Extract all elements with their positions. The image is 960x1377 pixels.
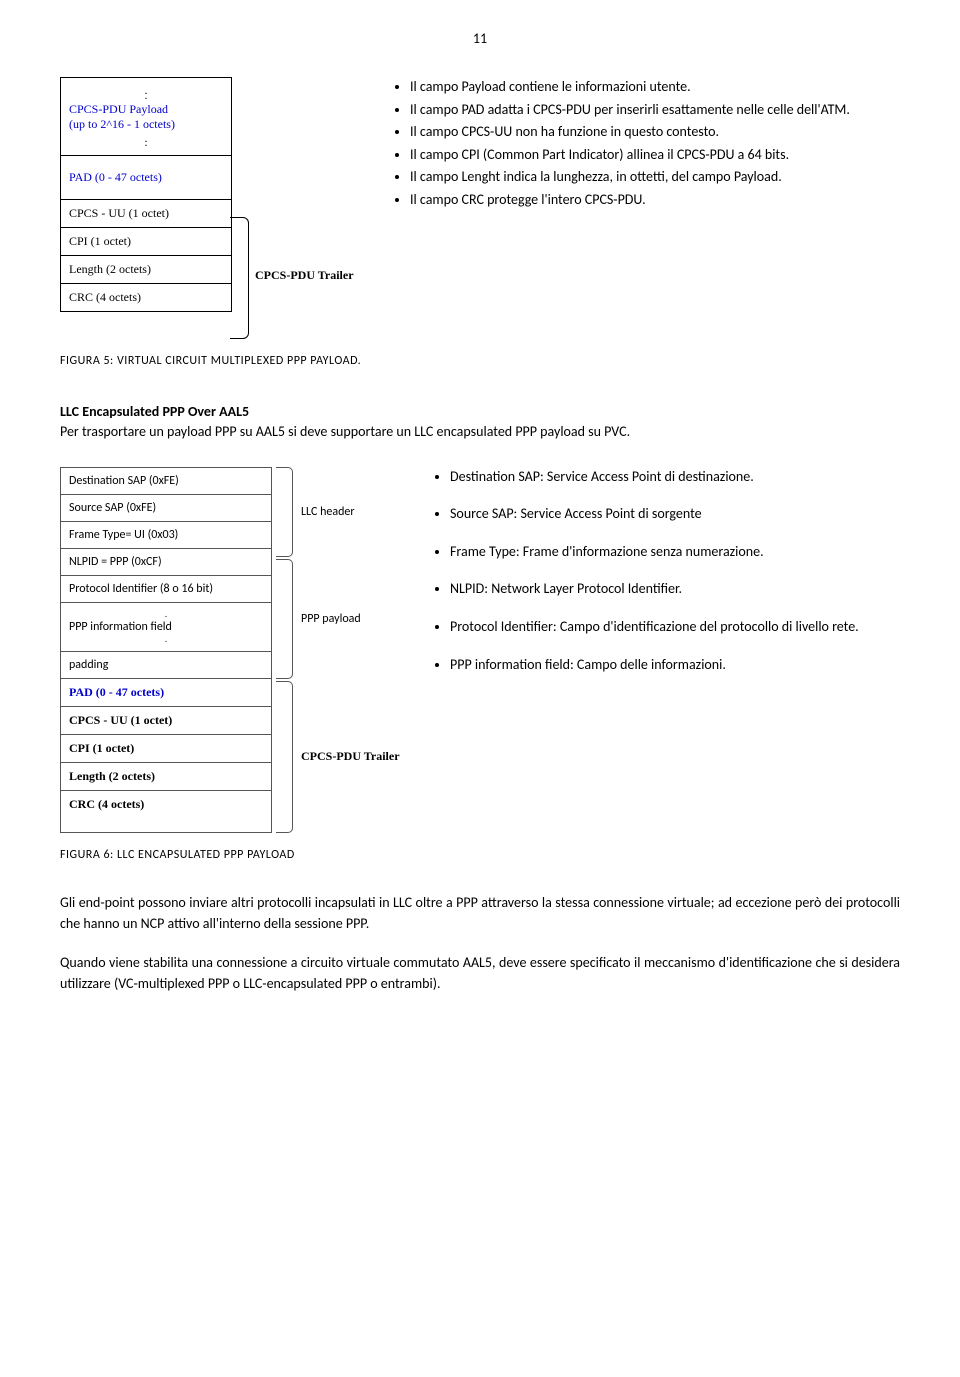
bullet-item: Il campo PAD adatta i CPCS-PDU per inser… <box>410 100 900 120</box>
brace-icon <box>276 467 293 557</box>
bullet-item: NLPID: Network Layer Protocol Identifier… <box>450 579 900 599</box>
fig6-row-4: Protocol Identifier (8 o 16 bit) <box>61 576 271 603</box>
fig6-row-9: CPI (1 octet) <box>61 735 271 763</box>
fig5-row-5: CRC (4 octets) <box>61 284 231 311</box>
fig6-row-11: CRC (4 octets) <box>61 791 271 818</box>
brace-icon <box>230 217 249 339</box>
bullet-item: Il campo Lenght indica la lunghezza, in … <box>410 167 900 187</box>
fig5-row-3: CPI (1 octet) <box>61 228 231 256</box>
fig6-brace-1: PPP payload <box>293 612 361 626</box>
paragraph-1: Gli end-point possono inviare altri prot… <box>60 892 900 934</box>
fig6-row-5: . PPP information field . <box>61 603 271 652</box>
fig6-row-7: PAD (0 - 47 octets) <box>61 679 271 707</box>
brace-icon <box>276 559 293 679</box>
fig6-row-10: Length (2 octets) <box>61 763 271 791</box>
fig5-brace-label: CPCS-PDU Trailer <box>249 268 354 283</box>
fig5-row-0: CPCS-PDU Payload (up to 2^16 - 1 octets) <box>69 102 223 132</box>
bullet-item: Destination SAP: Service Access Point di… <box>450 467 900 487</box>
fig6-row-1: Source SAP (0xFE) <box>61 495 271 522</box>
bullet-item: Frame Type: Frame d'informazione senza n… <box>450 542 900 562</box>
bullet-item: Protocol Identifier: Campo d'identificaz… <box>450 617 900 637</box>
fig6-row-3: NLPID = PPP (0xCF) <box>61 549 271 576</box>
bullet-item: Il campo CPCS-UU non ha funzione in ques… <box>410 122 900 142</box>
fig5-row-1: PAD (0 - 47 octets) <box>61 156 231 200</box>
bullets-2: Destination SAP: Service Access Point di… <box>420 467 900 833</box>
fig6-table: Destination SAP (0xFE) Source SAP (0xFE)… <box>60 467 272 833</box>
figure-6-diagram: Destination SAP (0xFE) Source SAP (0xFE)… <box>60 467 400 833</box>
figure-5-caption: FIGURA 5: VIRTUAL CIRCUIT MULTIPLEXED PP… <box>60 354 900 368</box>
dots: .. <box>69 84 223 102</box>
bullet-item: PPP information field: Campo delle infor… <box>450 655 900 675</box>
bullet-item: Il campo CPI (Common Part Indicator) all… <box>410 145 900 165</box>
section-heading: LLC Encapsulated PPP Over AAL5 <box>60 403 900 420</box>
fig5-table: .. CPCS-PDU Payload (up to 2^16 - 1 octe… <box>60 77 232 312</box>
fig6-row-8: CPCS - UU (1 octet) <box>61 707 271 735</box>
bullet-item: Il campo CRC protegge l'intero CPCS-PDU. <box>410 190 900 210</box>
section-2: Destination SAP (0xFE) Source SAP (0xFE)… <box>60 467 900 833</box>
dots: .. <box>69 132 223 150</box>
section-1: .. CPCS-PDU Payload (up to 2^16 - 1 octe… <box>60 77 900 339</box>
bullet-item: Source SAP: Service Access Point di sorg… <box>450 504 900 524</box>
fig5-row-4: Length (2 octets) <box>61 256 231 284</box>
brace-icon <box>276 681 293 833</box>
fig5-row-2: CPCS - UU (1 octet) <box>61 200 231 228</box>
fig6-row-2: Frame Type= UI (0x03) <box>61 522 271 549</box>
section-intro: Per trasportare un payload PPP su AAL5 s… <box>60 422 900 442</box>
bullet-item: Il campo Payload contiene le informazion… <box>410 77 900 97</box>
fig6-brace-2: CPCS-PDU Trailer <box>293 749 400 764</box>
figure-5-diagram: .. CPCS-PDU Payload (up to 2^16 - 1 octe… <box>60 77 360 339</box>
fig6-row-6: padding <box>61 652 271 679</box>
fig6-row-0: Destination SAP (0xFE) <box>61 468 271 495</box>
fig6-brace-0: LLC header <box>293 505 355 519</box>
bullets-1: Il campo Payload contiene le informazion… <box>380 77 900 339</box>
page-number: 11 <box>60 30 900 47</box>
figure-6-caption: FIGURA 6: LLC ENCAPSULATED PPP PAYLOAD <box>60 848 900 862</box>
paragraph-2: Quando viene stabilita una connessione a… <box>60 952 900 994</box>
